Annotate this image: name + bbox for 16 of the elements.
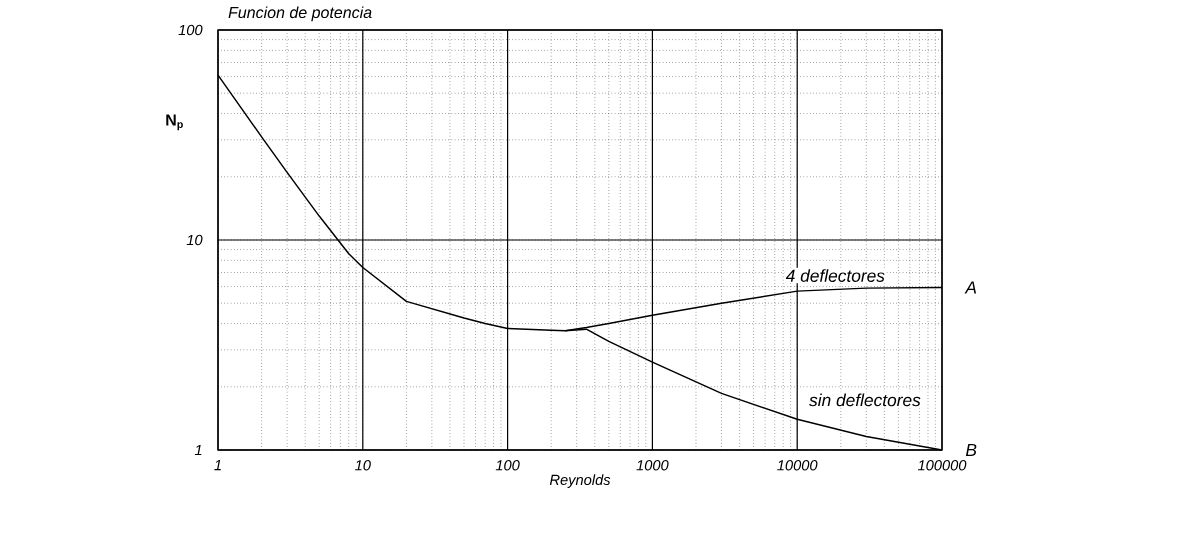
x-tick-label: 1000	[636, 460, 669, 471]
annotation: B	[965, 444, 977, 456]
x-tick-label: 1	[214, 460, 221, 471]
y-tick-label: 10	[186, 234, 203, 246]
x-tick-label: 10000	[777, 460, 818, 471]
y-tick-label: 1	[194, 444, 202, 456]
series-label: 4 deflectores	[785, 269, 885, 282]
y-axis-title: N$_{p}$	[166, 114, 183, 131]
x-tick-label: 100000	[917, 460, 967, 471]
annotation: A	[964, 281, 977, 294]
x-tick-label: 10	[355, 460, 371, 471]
x-axis-title: Reynolds	[549, 474, 611, 488]
y-tick-label: 100	[178, 24, 203, 36]
x-tick-label: 100	[495, 460, 520, 471]
series-label: sin deflectores	[809, 393, 921, 407]
chart-title: Funcion de potencia	[228, 6, 372, 22]
